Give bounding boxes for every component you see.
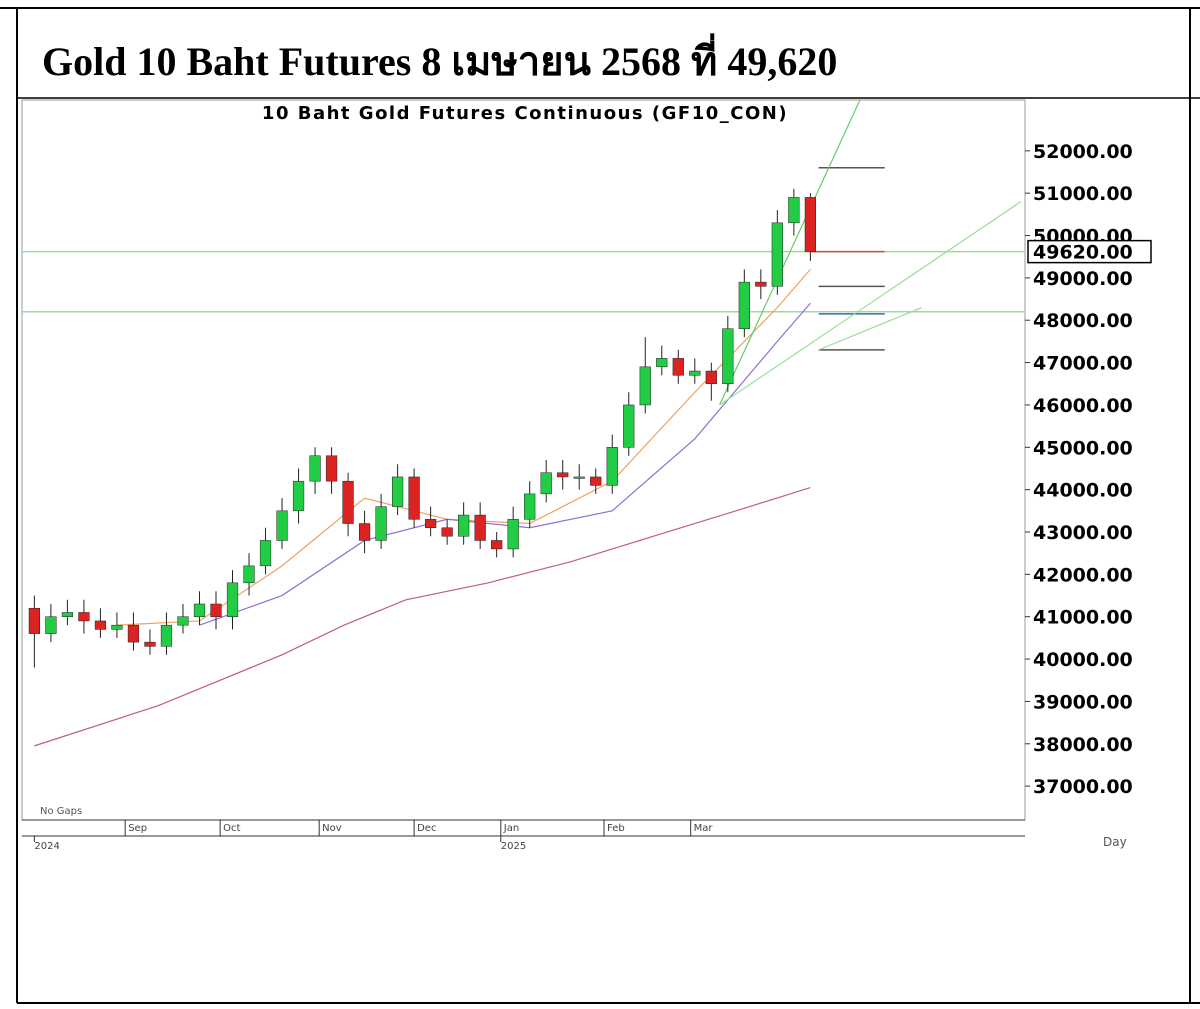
candle-body bbox=[259, 540, 272, 567]
document-title: Gold 10 Baht Futures 8 เมษายน 2568 ที่ 4… bbox=[42, 33, 837, 84]
candle-body bbox=[507, 519, 519, 550]
y-tick-label: 43000.00 bbox=[1033, 522, 1133, 544]
y-tick-label: 45000.00 bbox=[1033, 437, 1133, 459]
candle-body bbox=[755, 281, 767, 287]
candle-body bbox=[705, 370, 717, 385]
candle-body bbox=[524, 493, 536, 520]
x-tick-label: Feb bbox=[607, 823, 625, 834]
candle-body bbox=[276, 510, 288, 541]
y-tick-label: 41000.00 bbox=[1033, 607, 1133, 629]
candle-body bbox=[738, 281, 750, 329]
x-tick-label: Oct bbox=[223, 823, 240, 834]
candle-body bbox=[491, 540, 503, 550]
plot-frame bbox=[21, 99, 1026, 821]
y-tick-label: 40000.00 bbox=[1033, 649, 1133, 671]
moving-average bbox=[116, 269, 811, 626]
y-tick-label: 49000.00 bbox=[1033, 268, 1133, 290]
candle-body bbox=[111, 624, 123, 630]
candle-body bbox=[243, 565, 255, 584]
candle-body bbox=[342, 480, 354, 524]
candle-body bbox=[771, 222, 783, 287]
candle-body bbox=[573, 476, 585, 479]
chart: 10 Baht Gold Futures Continuous (GF10_CO… bbox=[21, 99, 1152, 852]
trend-line bbox=[719, 201, 1022, 406]
y-tick-label: 48000.00 bbox=[1033, 310, 1133, 332]
candle-body bbox=[590, 476, 602, 486]
y-tick-label: 47000.00 bbox=[1033, 353, 1133, 375]
candle-body bbox=[458, 514, 470, 537]
candle-body bbox=[804, 197, 816, 252]
y-tick-label: 44000.00 bbox=[1033, 480, 1133, 502]
candle-body bbox=[127, 624, 140, 643]
trend-line bbox=[818, 306, 923, 351]
moving-average bbox=[199, 302, 811, 626]
candle-body bbox=[94, 620, 107, 630]
y-tick-label: 46000.00 bbox=[1033, 395, 1133, 417]
candle-body bbox=[309, 455, 321, 482]
year-tick-label: 2025 bbox=[501, 841, 526, 852]
candle-body bbox=[358, 523, 371, 541]
moving-average bbox=[34, 486, 811, 747]
y-tick-label: 52000.00 bbox=[1033, 141, 1133, 163]
x-tick-label: Mar bbox=[694, 823, 714, 834]
candle-body bbox=[226, 582, 239, 617]
x-tick-label: Dec bbox=[417, 823, 436, 834]
y-tick-label: 42000.00 bbox=[1033, 564, 1133, 586]
candle-body bbox=[722, 328, 734, 385]
y-tick-label: 37000.00 bbox=[1033, 776, 1133, 798]
candle-body bbox=[61, 612, 74, 617]
candle-body bbox=[177, 616, 189, 626]
candle-body bbox=[639, 366, 651, 406]
candle-body bbox=[193, 603, 206, 617]
x-axis-label: Day bbox=[1103, 835, 1127, 849]
candle-body bbox=[441, 527, 453, 537]
y-tick-label: 39000.00 bbox=[1033, 691, 1133, 713]
candle-body bbox=[391, 476, 404, 507]
candle-body bbox=[425, 519, 437, 529]
last-price-label: 49620.00 bbox=[1033, 242, 1133, 264]
candle-body bbox=[474, 514, 486, 541]
candle-body bbox=[45, 616, 57, 634]
candle-body bbox=[606, 447, 618, 486]
x-tick-label: Sep bbox=[128, 823, 147, 834]
trend-line bbox=[719, 100, 861, 406]
last-price-box bbox=[1027, 239, 1152, 264]
candle-body bbox=[144, 641, 156, 647]
candle-body bbox=[78, 612, 90, 622]
candle-body bbox=[689, 370, 701, 376]
y-tick-label: 38000.00 bbox=[1033, 734, 1133, 756]
candle-body bbox=[656, 358, 668, 368]
x-tick-label: Nov bbox=[322, 823, 342, 834]
annotation: No Gaps bbox=[40, 806, 82, 817]
candle-body bbox=[672, 358, 684, 376]
candle-body bbox=[375, 506, 387, 541]
candle-body bbox=[788, 197, 800, 224]
year-tick-label: 2024 bbox=[34, 841, 59, 852]
candle-body bbox=[557, 472, 569, 478]
candle-body bbox=[160, 624, 173, 647]
y-tick-label: 51000.00 bbox=[1033, 183, 1133, 205]
candle-body bbox=[325, 455, 338, 482]
x-tick-label: Jan bbox=[503, 823, 519, 834]
candle-body bbox=[28, 607, 40, 634]
candle-body bbox=[292, 480, 305, 512]
candle-body bbox=[623, 404, 635, 448]
chart-title: 10 Baht Gold Futures Continuous (GF10_CO… bbox=[262, 103, 788, 124]
candle-body bbox=[408, 476, 420, 520]
candle-body bbox=[210, 603, 222, 617]
candle-body bbox=[540, 472, 552, 495]
